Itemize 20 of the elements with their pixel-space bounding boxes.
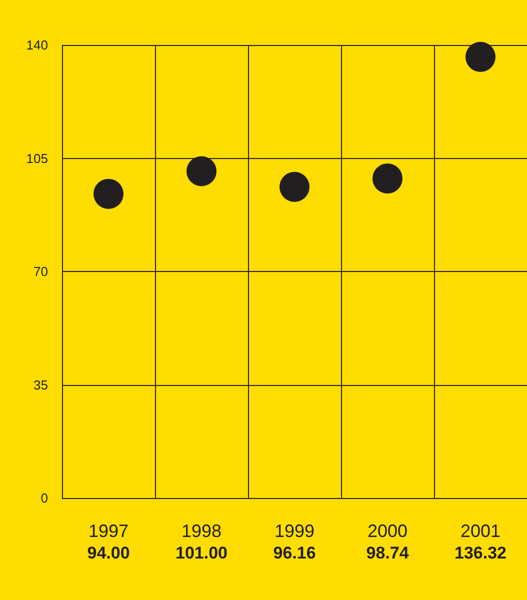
data-label: 101.00 [176,544,228,562]
x-tick-label: 1997 [88,521,129,541]
point [186,156,216,186]
x-tick-label: 2000 [367,521,408,541]
data-label: 96.16 [273,544,316,562]
y-tick-label: 35 [34,377,48,392]
point [280,172,310,202]
point [94,178,124,209]
y-tick-label: 0 [40,490,48,506]
x-tick-label: 2001 [460,521,501,541]
x-tick-label: 1998 [181,521,222,541]
data-label: 136.32 [454,544,506,562]
x-tick-label: 1999 [274,521,315,541]
y-tick-label: 140 [26,38,48,52]
data-label: 98.74 [366,544,410,562]
data-label: 94.00 [87,544,130,562]
y-tick-label: 70 [34,264,48,279]
point [372,164,402,194]
y-tick-label: 105 [26,150,48,166]
point [466,42,496,72]
